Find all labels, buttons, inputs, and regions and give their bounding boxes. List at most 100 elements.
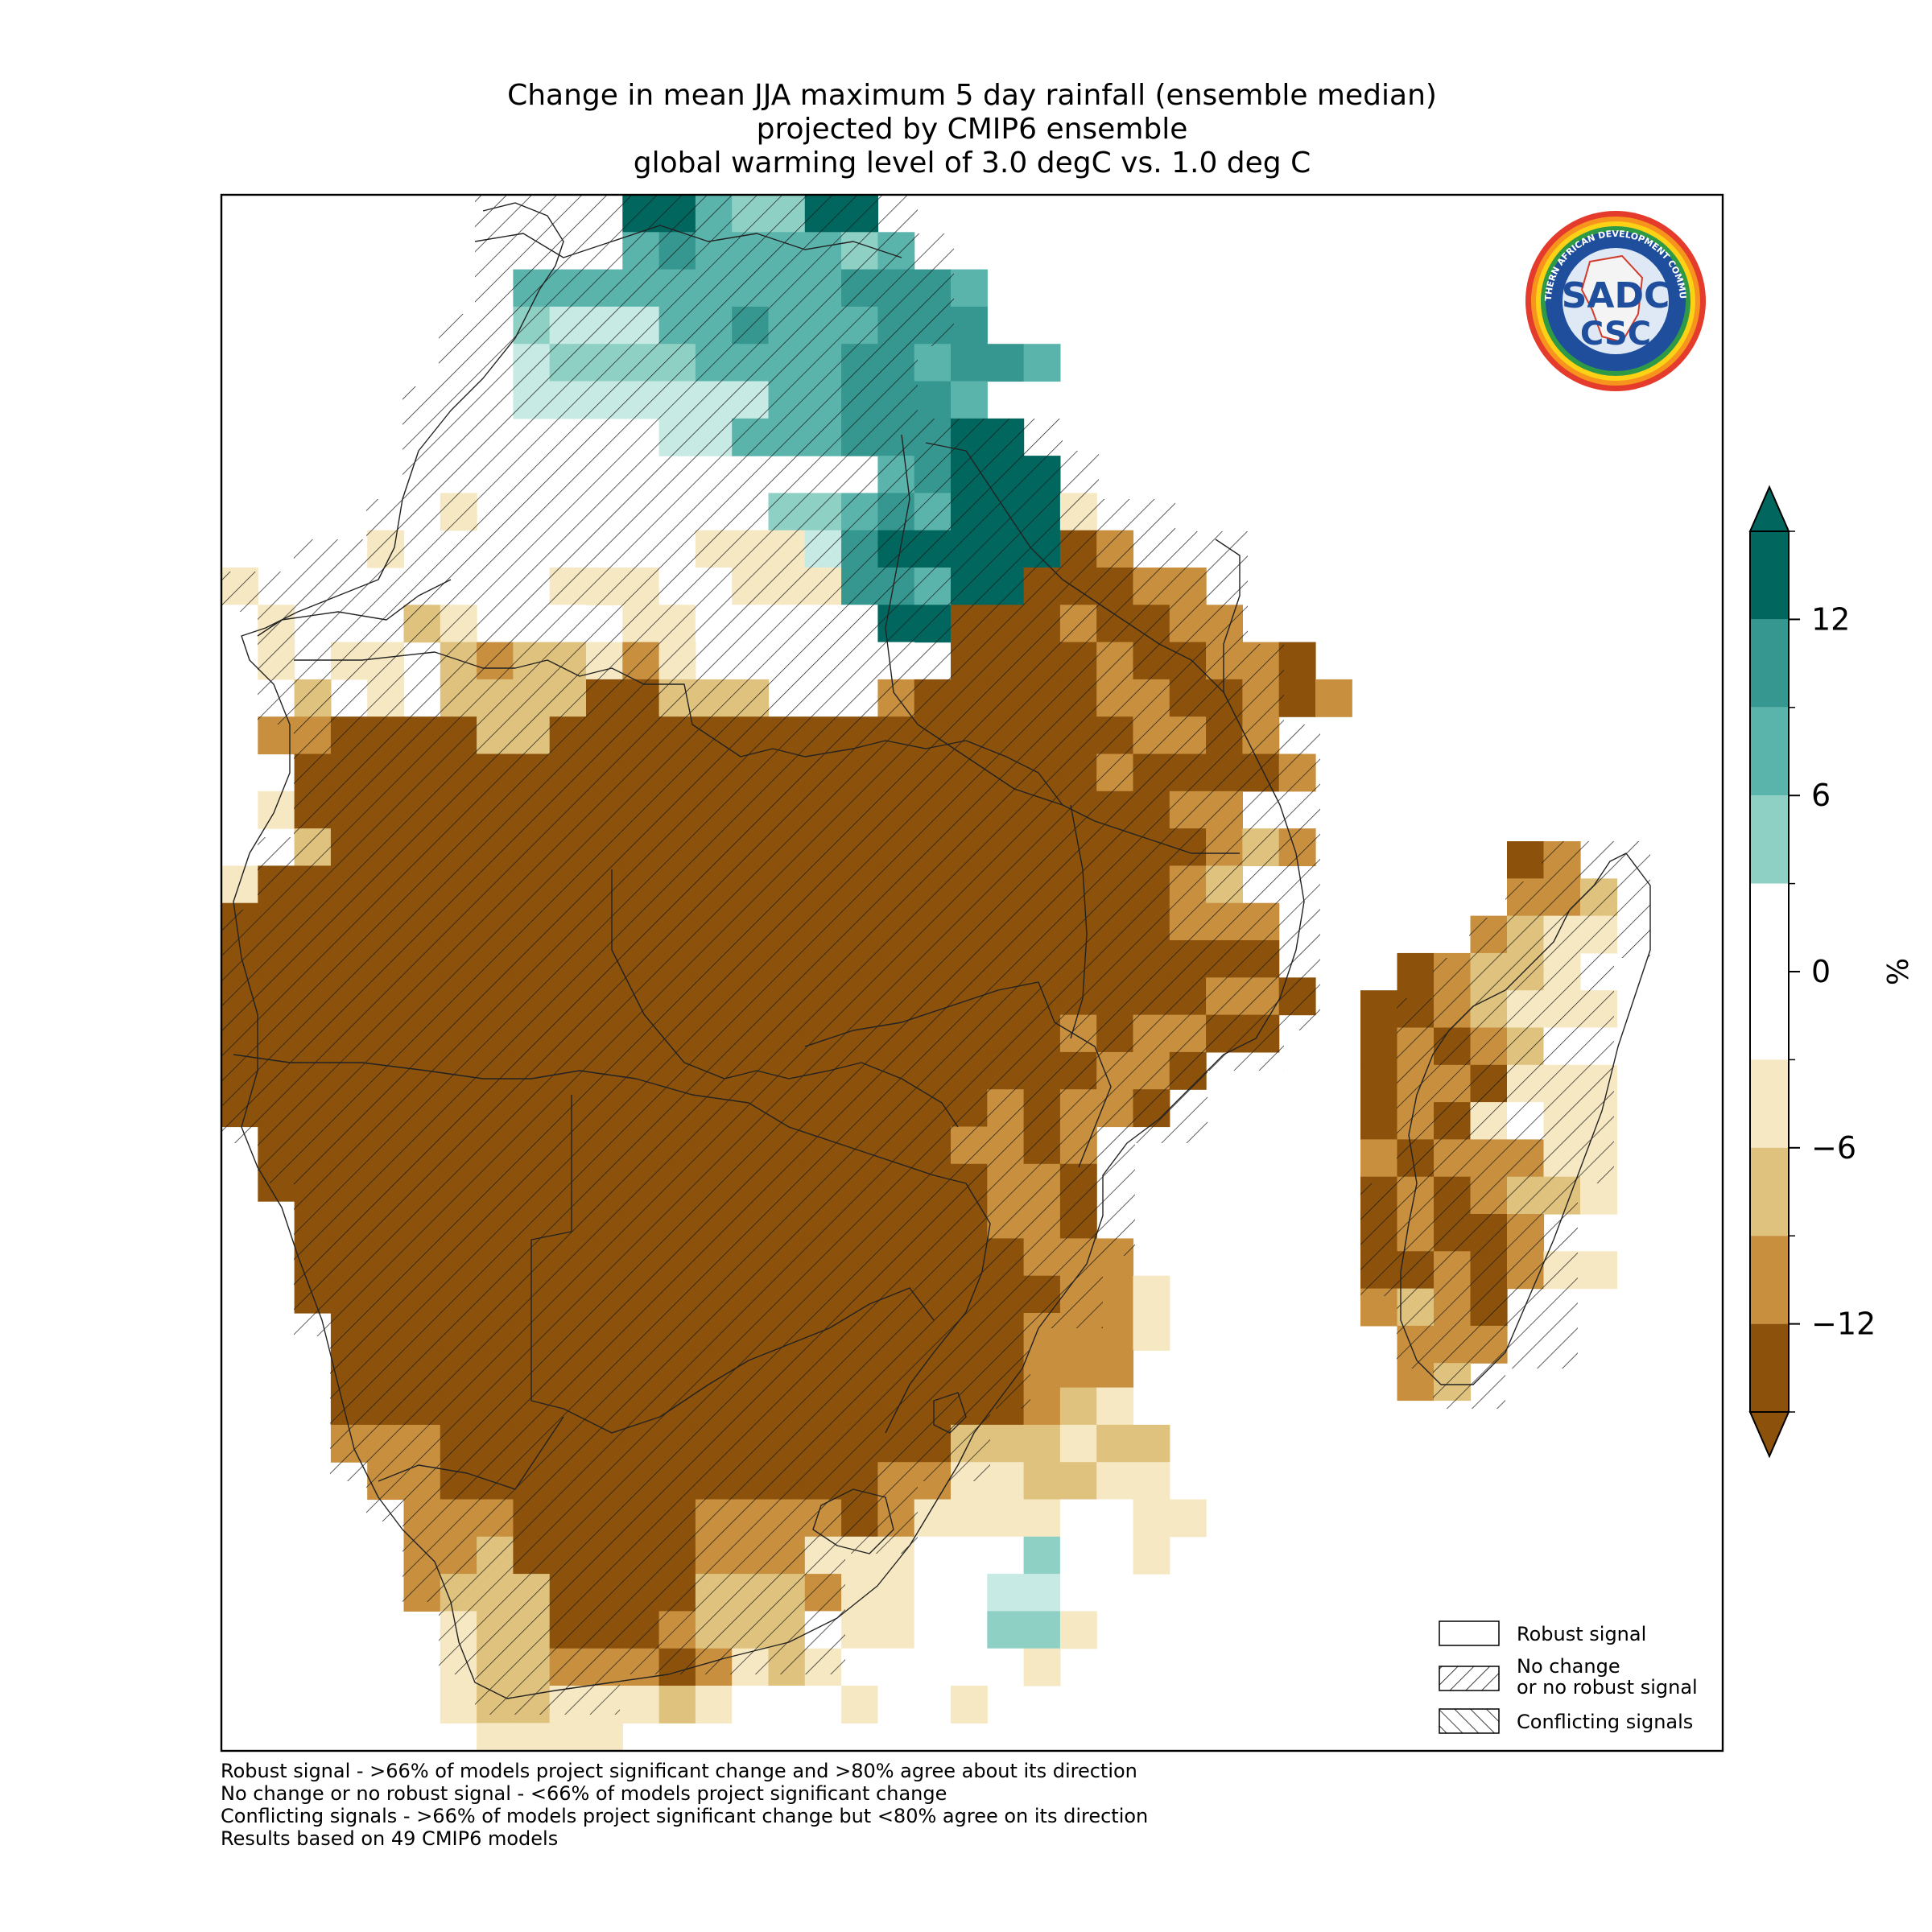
border-zimbabwe-mozambique — [885, 1311, 967, 1434]
grid-cell — [951, 1611, 988, 1649]
grid-cell — [732, 1686, 770, 1724]
legend-swatch-conflicting — [1439, 1708, 1500, 1734]
grid-cell — [841, 1611, 878, 1649]
legend-swatch-robust — [1439, 1620, 1500, 1646]
grid-cell-madagascar — [1580, 1251, 1618, 1290]
grid-cell — [658, 1686, 696, 1724]
legend-swatch-no-change — [1439, 1666, 1500, 1691]
grid-cell — [1023, 1536, 1061, 1575]
footnote-robust: Robust signal - >66% of models project s… — [221, 1760, 1137, 1782]
legend-label-no-change-1: No change — [1517, 1655, 1620, 1678]
grid-cell — [877, 1648, 915, 1686]
grid-cell — [1023, 1499, 1061, 1538]
grid-cell — [1059, 1462, 1097, 1501]
border-uganda-kenya — [925, 442, 1063, 580]
grid-cell — [877, 1686, 915, 1724]
grid-cell — [221, 865, 258, 904]
border-namibia-sa — [378, 1416, 564, 1490]
grid-cell — [1315, 679, 1352, 717]
border-zambia-tanzania — [917, 724, 1240, 854]
logo-sadc-glyph: SADC — [1562, 275, 1670, 316]
grid-cell — [914, 344, 952, 382]
border-drc-north — [474, 225, 902, 258]
title-line-3: global warming level of 3.0 degC vs. 1.0… — [633, 147, 1311, 180]
grid-cell — [914, 1648, 952, 1686]
grid-cell — [221, 642, 258, 680]
grid-cell — [1278, 642, 1316, 680]
grid-cell — [841, 1686, 878, 1724]
grid-cell — [1096, 1350, 1134, 1389]
colorbar-tick-label: −12 — [1811, 1307, 1876, 1342]
title-line-2: projected by CMIP6 ensemble — [756, 113, 1188, 146]
grid-cell-madagascar — [1360, 1027, 1398, 1066]
grid-cell — [1023, 1574, 1061, 1612]
grid-cell — [1059, 1350, 1097, 1389]
grid-cell — [477, 1723, 514, 1751]
grid-cell — [1133, 1313, 1170, 1351]
grid-cell — [440, 1686, 477, 1724]
logo-csc-glyph: CSC — [1580, 316, 1651, 353]
grid-cell — [1023, 1424, 1061, 1463]
grid-cell — [1133, 1275, 1170, 1314]
colorbar-extend-max — [1748, 485, 1790, 532]
country-borders — [233, 202, 1651, 1699]
border-mozambique-malawi — [1054, 1022, 1112, 1168]
grid-cell — [1023, 1611, 1061, 1649]
grid-cell-madagascar — [1397, 952, 1435, 991]
grid-cell — [877, 1611, 915, 1649]
grid-cell-madagascar — [1360, 1102, 1398, 1140]
grid-cell — [877, 1574, 915, 1612]
grid-cell — [549, 1723, 587, 1751]
border-sa-botswana — [563, 1287, 935, 1434]
grid-cell — [987, 1536, 1025, 1575]
grid-cell — [1096, 1536, 1134, 1575]
grid-cell — [987, 1424, 1025, 1463]
grid-cell — [987, 1574, 1025, 1612]
colorbar-tick-label: 0 — [1811, 954, 1831, 989]
grid-cell — [914, 1499, 952, 1538]
grid-cell — [951, 344, 988, 382]
grid-cell — [586, 1723, 623, 1751]
grid-cell — [841, 1574, 878, 1612]
grid-cell-madagascar — [1360, 990, 1398, 1029]
grid-cell — [695, 1686, 733, 1724]
hatch-overlay-mainland — [221, 195, 1320, 1715]
grid-cell — [1133, 1462, 1170, 1501]
colorbar-bin — [1750, 883, 1789, 1060]
grid-cell — [1059, 1611, 1097, 1649]
colorbar-bin — [1750, 707, 1789, 796]
grid-cell — [914, 1536, 952, 1575]
legend-label-no-change-2: or no robust signal — [1517, 1676, 1698, 1699]
colorbar-tick-label: 6 — [1811, 778, 1831, 813]
legend-label-robust: Robust signal — [1517, 1623, 1646, 1645]
colorbar-bin — [1750, 619, 1789, 708]
grid-cell-madagascar — [1397, 1363, 1435, 1402]
grid-cell-madagascar — [1360, 1139, 1398, 1178]
grid-cell — [1278, 679, 1316, 717]
grid-cell — [951, 1574, 988, 1612]
grid-cell — [987, 1462, 1025, 1501]
colorbar-bin — [1750, 531, 1789, 620]
lake-tanganyika — [885, 434, 919, 725]
grid-cell — [622, 1686, 660, 1724]
colorbar-bin — [1750, 795, 1789, 884]
grid-cell — [951, 1536, 988, 1575]
border-zambia-zimbabwe — [804, 981, 1055, 1047]
border-botswana-zimbabwe — [748, 1102, 991, 1313]
footnote-no-change: No change or no robust signal - <66% of … — [221, 1782, 947, 1805]
grid-cell — [914, 1686, 952, 1724]
lesotho — [812, 1488, 894, 1554]
grid-cell — [804, 1686, 842, 1724]
signal-legend: Robust signal No change or no robust sig… — [1439, 1620, 1698, 1734]
colorbar-bin — [1750, 1147, 1789, 1236]
colorbar-bin — [1750, 1236, 1789, 1324]
grid-cell — [1059, 1499, 1097, 1538]
coastline-madagascar — [1400, 852, 1651, 1385]
colorbar: 12 6 0 −6 −12% — [1748, 485, 1915, 1459]
colorbar-bin — [1750, 1323, 1789, 1412]
border-drc-angola — [294, 651, 1063, 806]
colorbar-tick-label: 12 — [1811, 601, 1850, 637]
grid-cell — [1169, 1499, 1207, 1538]
border-angola-namibia — [233, 1054, 749, 1104]
